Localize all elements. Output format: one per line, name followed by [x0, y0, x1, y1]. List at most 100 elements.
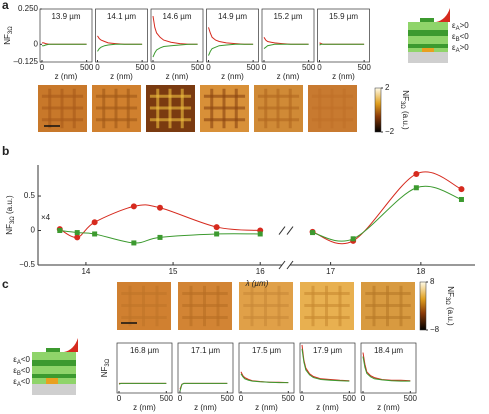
- point: [458, 196, 464, 202]
- image-c-stripe: [386, 285, 389, 327]
- annotation: ×4: [41, 213, 51, 222]
- colorbar-label: NF3Ω (a.u.): [444, 286, 454, 326]
- plot-frame: [39, 8, 93, 63]
- image-a-stripe: [276, 88, 280, 129]
- image-c-stripe: [216, 285, 220, 327]
- colorbar-label-part: (a.u.): [446, 305, 455, 326]
- curve: [152, 43, 198, 58]
- point: [74, 234, 81, 241]
- curve: [263, 43, 309, 49]
- inset-label-part: A: [17, 382, 21, 388]
- y-tick-label: 0.250: [18, 4, 39, 13]
- x-axis-label: z (nm): [316, 403, 339, 412]
- colorbar-label: NF3Ω (a.u.): [399, 90, 409, 130]
- plot-frame: [177, 342, 234, 394]
- image-c-stripe: [264, 285, 267, 327]
- image-a-stripe: [222, 88, 226, 129]
- point: [257, 231, 263, 237]
- image-a-stripe: [60, 88, 64, 129]
- inset-label-part: ε: [13, 366, 17, 375]
- image-a-stripe: [41, 118, 84, 122]
- inset-label-part: <0: [460, 32, 470, 41]
- point: [91, 219, 98, 226]
- y-axis-label: NF3Ω: [100, 358, 110, 377]
- x-axis-label: z (nm): [277, 72, 300, 81]
- inset-label-part: A: [456, 48, 460, 54]
- x-tick-label: 500: [80, 63, 94, 72]
- inset-label: εA>0: [452, 21, 469, 31]
- x-tick-label: 500: [302, 63, 316, 72]
- plot-frame: [299, 342, 356, 394]
- x-axis-label: z (nm): [377, 403, 400, 412]
- axis-break: [286, 260, 294, 270]
- image-a-stripe: [330, 88, 334, 129]
- x-axis-label: z (nm): [166, 72, 189, 81]
- point: [458, 186, 465, 193]
- image-c-stripe: [365, 316, 411, 319]
- fit-curve: [312, 185, 462, 242]
- y-axis-label-part: 3Ω: [8, 26, 14, 34]
- fit-curve: [312, 171, 462, 245]
- inset-label-part: B: [17, 371, 21, 377]
- curve: [42, 43, 87, 47]
- inset-label-part: >0: [460, 43, 470, 52]
- x-axis-label: z (nm): [110, 72, 133, 81]
- colorbar-label-part: (a.u.): [401, 109, 410, 130]
- y-tick-label: −0.5: [19, 260, 35, 269]
- colorbar-tick-label: −8: [430, 325, 440, 334]
- point: [214, 231, 220, 237]
- point: [213, 224, 220, 231]
- x-tick-label: 18: [416, 267, 425, 276]
- inset-label-part: <0: [21, 366, 31, 375]
- image-c-stripe: [399, 285, 403, 327]
- inset-label-part: A: [456, 26, 460, 32]
- x-axis-label: z (nm): [221, 72, 244, 81]
- image-c-stripe: [243, 316, 289, 319]
- image-c-stripe: [277, 285, 281, 327]
- x-tick-label: 0: [239, 394, 244, 403]
- colorbar-label-part: NF: [446, 286, 455, 297]
- x-tick-label: 500: [282, 394, 296, 403]
- point: [310, 230, 316, 236]
- axis-break: [278, 226, 286, 235]
- x-tick-label: 500: [160, 394, 174, 403]
- image-a-stripe: [203, 118, 246, 122]
- image-c-stripe: [304, 316, 350, 319]
- inset-label: εB<0: [13, 366, 30, 376]
- x-axis-label: z (nm): [332, 72, 355, 81]
- plot-frame: [238, 342, 295, 394]
- x-tick-label: 500: [357, 63, 371, 72]
- image-a-stripe: [72, 88, 76, 129]
- x-tick-label: 14: [81, 267, 90, 276]
- point: [350, 236, 356, 242]
- plot-title: 15.2 µm: [273, 12, 302, 21]
- image-a-stripe: [234, 88, 238, 129]
- y-tick-label: –0.125: [14, 57, 39, 66]
- y-tick-label: 0: [31, 226, 36, 235]
- curve: [362, 356, 411, 382]
- plot-frame: [317, 8, 370, 63]
- x-tick-label: 0: [178, 394, 183, 403]
- x-tick-label: 500: [221, 394, 235, 403]
- y-axis-label-part: 3Ω: [10, 216, 16, 224]
- plot-title: 18.4 µm: [374, 346, 403, 355]
- inset-label: εA<0: [13, 355, 30, 365]
- plot-frame: [95, 8, 148, 63]
- image-a-stripe: [257, 118, 300, 122]
- point: [157, 234, 163, 240]
- y-axis-label: NF3Ω: [3, 26, 13, 45]
- point: [413, 170, 420, 177]
- x-tick-label: 0: [40, 63, 45, 72]
- point: [131, 240, 137, 246]
- plot-title: 17.1 µm: [191, 346, 220, 355]
- panel-label: b: [2, 144, 9, 158]
- image-a-stripe: [149, 118, 192, 122]
- image-c-stripe: [155, 285, 159, 327]
- point: [74, 230, 80, 236]
- curve: [179, 382, 228, 390]
- plot-title: 14.9 µm: [218, 12, 247, 21]
- inset-label-part: B: [456, 37, 460, 43]
- image-a-stripe: [342, 88, 346, 129]
- colorbar-tick-label: 2: [385, 83, 390, 92]
- image-c-stripe: [182, 316, 228, 319]
